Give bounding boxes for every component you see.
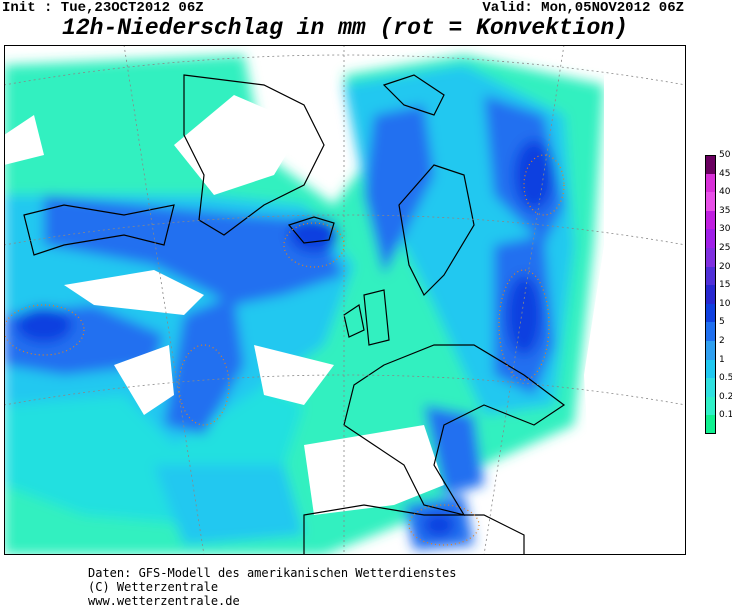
legend-row: 0.5 [705,373,732,397]
legend-row: 0.1 [705,410,732,434]
legend-swatch [705,415,716,434]
legend-label: 5 [719,317,725,328]
legend-label: 1 [719,354,725,365]
footer-line: Daten: GFS-Modell des amerikanischen Wet… [88,566,457,580]
legend-label: 2 [719,335,725,346]
legend-label: 0.2 [719,391,732,402]
legend-label: 25 [719,242,731,253]
legend-label: 15 [719,280,731,291]
coastlines [23,74,566,555]
legend-label: 35 [719,205,731,216]
legend-row: 2 [705,336,732,360]
map [4,45,686,555]
legend-label: 0.5 [719,373,732,384]
legend-swatch [705,303,716,323]
legend-label: 20 [719,261,731,272]
legend-label: 40 [719,187,731,198]
legend-swatch [705,340,716,360]
legend-row: 50 [705,150,732,174]
precip-field [4,55,604,555]
footer-line: www.wetterzentrale.de [88,594,240,608]
legend-swatch [705,322,716,341]
legend-swatch [705,285,716,304]
legend-swatch [705,192,716,211]
legend-row: 10 [705,299,732,323]
legend-label: 50 [719,150,731,160]
legend-label: 30 [719,224,731,235]
legend-swatch [705,359,716,379]
legend-row: 40 [705,187,732,211]
legend-row: 15 [705,280,732,304]
legend-row: 35 [705,206,732,230]
dry-areas [4,75,686,555]
legend-label: 45 [719,168,731,179]
legend-row: 45 [705,169,732,193]
footer-line: (C) Wetterzentrale [88,580,219,594]
map-title: 12h-Niederschlag in mm (rot = Konvektion… [62,15,628,41]
legend-row: 20 [705,262,732,286]
legend-swatch [705,173,716,193]
legend-swatch [705,247,716,267]
map-frame [4,45,686,555]
legend-row: 30 [705,224,732,248]
legend-row: 25 [705,243,732,267]
legend-label: 0.1 [719,410,732,421]
legend-row: 0.2 [705,392,732,416]
legend-swatch [705,210,716,230]
legend: 50 45 40 35 30 25 20 15 10 5 2 1 0.5 0.2 0.1 [705,150,732,434]
legend-swatch [705,229,716,248]
footer: Daten: GFS-Modell des amerikanischen Wet… [88,566,456,608]
valid-time: Valid: Mon,05NOV2012 06Z [482,0,684,16]
legend-swatch [705,155,716,174]
init-time: Init : Tue,23OCT2012 06Z [2,0,204,16]
legend-swatch [705,396,716,416]
legend-label: 10 [719,298,731,309]
legend-swatch [705,378,716,397]
legend-swatch [705,266,716,286]
convection-contours [4,154,565,546]
legend-row: 1 [705,355,732,379]
legend-row: 5 [705,317,732,341]
graticule [4,45,686,555]
